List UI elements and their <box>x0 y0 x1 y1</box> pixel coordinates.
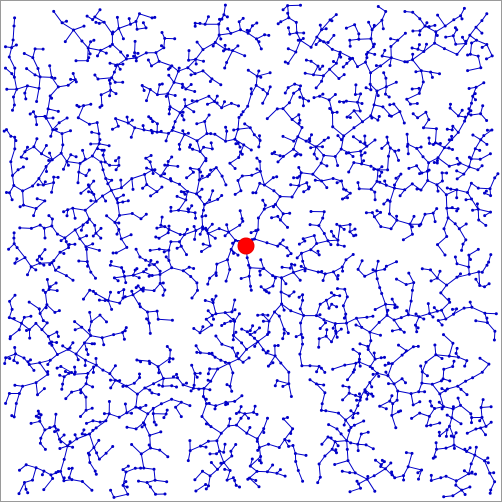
start-node <box>237 237 255 255</box>
